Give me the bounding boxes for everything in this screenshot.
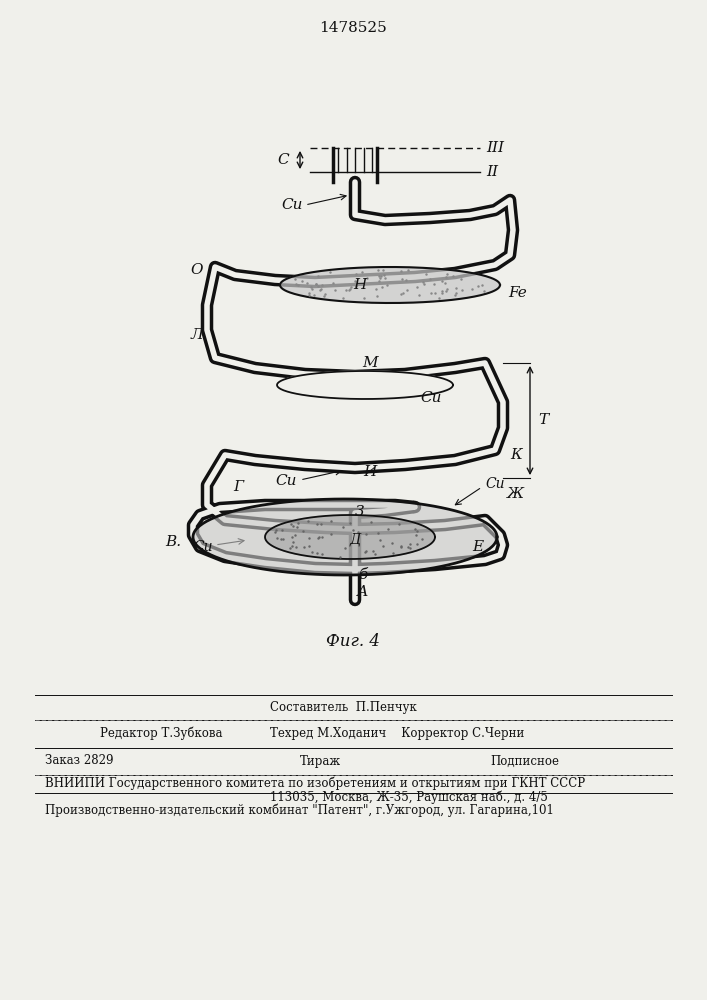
Text: Т: Т bbox=[538, 413, 548, 427]
Polygon shape bbox=[277, 371, 453, 399]
Text: Cu: Cu bbox=[420, 391, 441, 405]
Text: C: C bbox=[277, 153, 289, 167]
Text: 113035, Москва, Ж-35, Раушская наб., д. 4/5: 113035, Москва, Ж-35, Раушская наб., д. … bbox=[270, 790, 548, 804]
Polygon shape bbox=[265, 515, 435, 559]
Text: Заказ 2829: Заказ 2829 bbox=[45, 754, 114, 768]
Text: 1478525: 1478525 bbox=[319, 21, 387, 35]
Text: Cu: Cu bbox=[485, 477, 505, 491]
Text: Редактор Т.Зубкова: Редактор Т.Зубкова bbox=[100, 726, 223, 740]
Polygon shape bbox=[193, 499, 497, 575]
Text: 3: 3 bbox=[355, 505, 365, 519]
Text: Д: Д bbox=[349, 533, 361, 547]
Text: Подписное: Подписное bbox=[490, 754, 559, 768]
Text: Л: Л bbox=[191, 328, 204, 342]
Text: H: H bbox=[354, 278, 367, 292]
Text: Cu: Cu bbox=[194, 540, 213, 554]
Text: б: б bbox=[358, 568, 368, 582]
Text: II: II bbox=[486, 165, 498, 179]
Text: ВНИИПИ Государственного комитета по изобретениям и открытиям при ГКНТ СССР: ВНИИПИ Государственного комитета по изоб… bbox=[45, 776, 585, 790]
Text: Техред М.Ходанич    Корректор С.Черни: Техред М.Ходанич Корректор С.Черни bbox=[270, 726, 525, 740]
Text: К: К bbox=[510, 448, 522, 462]
Polygon shape bbox=[280, 267, 500, 303]
Text: Составитель  П.Пенчук: Составитель П.Пенчук bbox=[270, 700, 416, 714]
Text: Fe: Fe bbox=[508, 286, 527, 300]
Text: В.: В. bbox=[165, 535, 181, 549]
Text: А: А bbox=[357, 585, 369, 599]
Text: M: M bbox=[362, 356, 378, 370]
Text: Производственно-издательский комбинат "Патент", г.Ужгород, ул. Гагарина,101: Производственно-издательский комбинат "П… bbox=[45, 803, 554, 817]
Text: Фиг. 4: Фиг. 4 bbox=[326, 634, 380, 650]
Text: Тираж: Тираж bbox=[300, 754, 341, 768]
Text: Г: Г bbox=[233, 480, 243, 494]
Text: Cu: Cu bbox=[281, 198, 303, 212]
Text: И: И bbox=[363, 465, 377, 479]
Text: Ж: Ж bbox=[507, 487, 524, 501]
Text: Е: Е bbox=[472, 540, 483, 554]
Text: Cu: Cu bbox=[276, 474, 297, 488]
Text: O: O bbox=[191, 263, 203, 277]
Text: III: III bbox=[486, 141, 504, 155]
